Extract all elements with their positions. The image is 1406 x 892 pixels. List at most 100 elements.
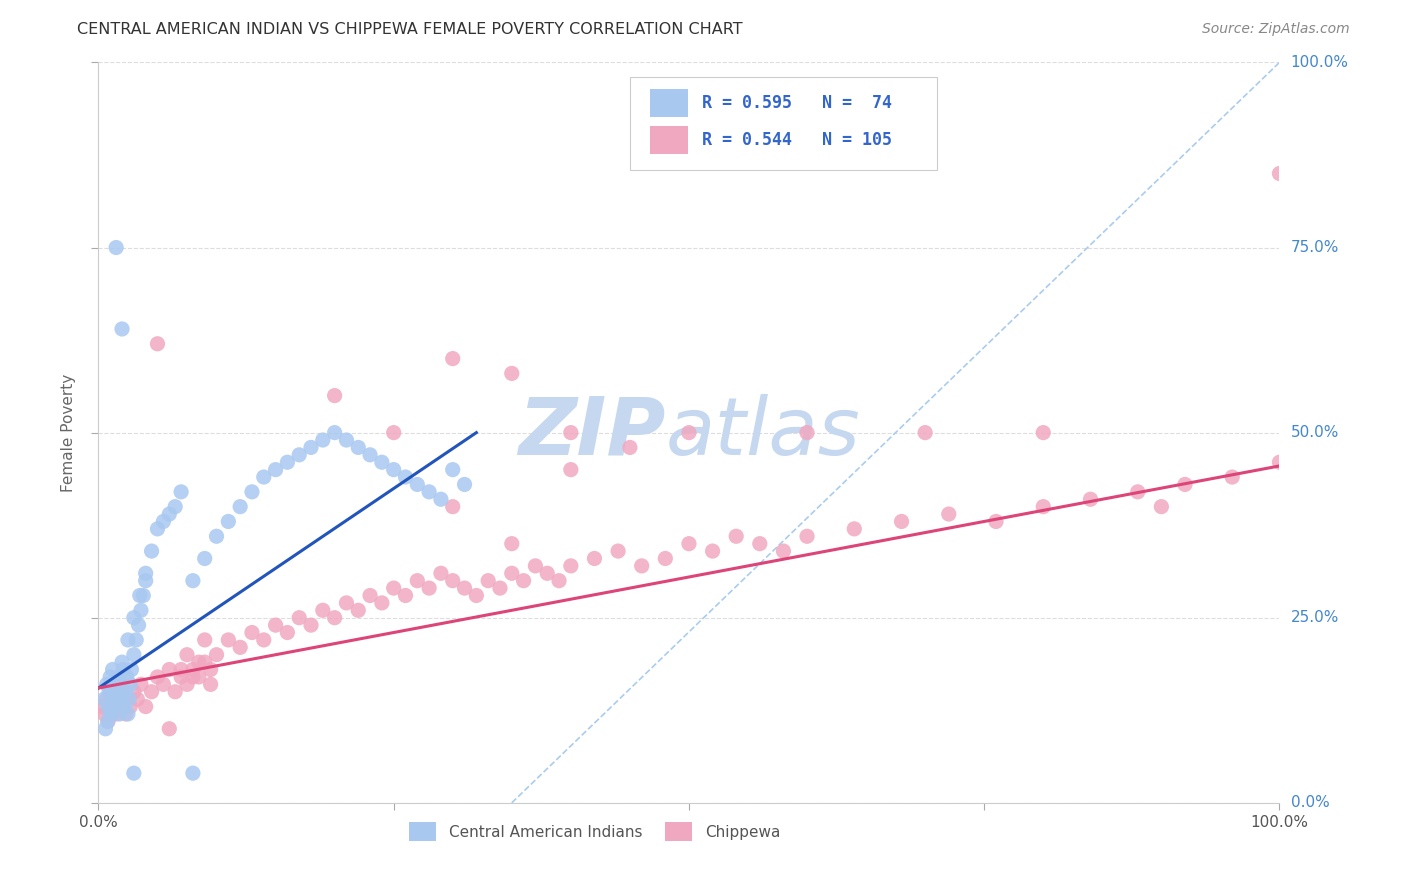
Point [229,500,252,514]
Point [253,632,276,647]
Point [382,462,405,476]
Point [477,574,499,588]
Point [501,367,523,381]
Point [312,603,335,617]
Point [111,677,134,691]
Point [200,677,222,691]
Point [105,706,128,721]
Point [217,515,239,529]
Point [101,663,124,677]
Point [110,699,132,714]
Point [170,484,193,499]
Point [607,544,630,558]
Point [441,351,464,366]
Point [112,663,135,677]
Point [441,462,464,476]
Point [128,589,150,603]
Point [1080,492,1102,507]
Text: 50.0%: 50.0% [1291,425,1339,440]
Point [194,551,217,566]
Point [1150,500,1173,514]
Point [146,522,169,536]
Point [253,470,276,484]
Point [122,648,145,662]
Point [101,699,124,714]
Point [91,699,114,714]
Point [114,706,136,721]
Point [122,685,145,699]
Point [103,699,125,714]
Text: 75.0%: 75.0% [1291,240,1339,255]
Point [501,536,523,550]
Point [560,462,582,476]
Point [359,448,381,462]
Point [128,618,150,632]
Point [105,685,128,699]
Point [524,558,547,573]
Point [725,529,748,543]
Point [890,515,912,529]
Point [194,632,217,647]
Point [103,692,125,706]
Point [619,441,641,455]
Point [347,441,370,455]
Y-axis label: Female Poverty: Female Poverty [60,374,76,491]
Point [117,692,139,706]
Point [453,581,475,595]
Point [382,581,405,595]
Point [112,685,135,699]
Point [104,677,127,691]
Point [107,670,129,684]
Point [157,507,180,521]
Point [152,677,174,691]
Point [121,663,143,677]
Point [418,581,440,595]
Point [101,692,124,706]
Text: Source: ZipAtlas.com: Source: ZipAtlas.com [1202,22,1350,37]
Point [323,388,346,402]
Point [335,596,357,610]
Point [1126,484,1149,499]
Point [117,706,139,721]
Point [94,722,117,736]
Point [1220,470,1243,484]
Point [323,425,346,440]
Point [1032,500,1054,514]
Point [560,558,582,573]
Point [1268,455,1291,469]
Point [371,596,394,610]
Bar [650,89,688,117]
Point [129,677,152,691]
Text: ZIP: ZIP [517,393,665,472]
Text: R = 0.595   N =  74: R = 0.595 N = 74 [702,95,891,112]
Point [430,566,453,581]
Point [117,632,139,647]
Point [112,699,135,714]
Text: 100.0%: 100.0% [1291,55,1348,70]
Text: 0.0%: 0.0% [1291,796,1329,810]
Point [135,699,157,714]
Point [96,692,118,706]
Point [115,670,138,684]
Point [181,670,204,684]
Point [96,677,118,691]
Point [141,685,163,699]
Point [844,522,866,536]
Point [264,618,287,632]
Point [347,603,370,617]
Point [229,640,252,655]
Point [120,677,142,691]
Point [100,706,122,721]
Point [276,455,298,469]
Point [288,448,311,462]
Point [176,648,198,662]
Point [630,558,652,573]
Point [548,574,571,588]
Point [264,462,287,476]
Point [165,685,187,699]
Point [382,425,405,440]
Point [98,685,121,699]
FancyBboxPatch shape [630,78,936,169]
Point [93,692,115,706]
Point [108,670,131,684]
